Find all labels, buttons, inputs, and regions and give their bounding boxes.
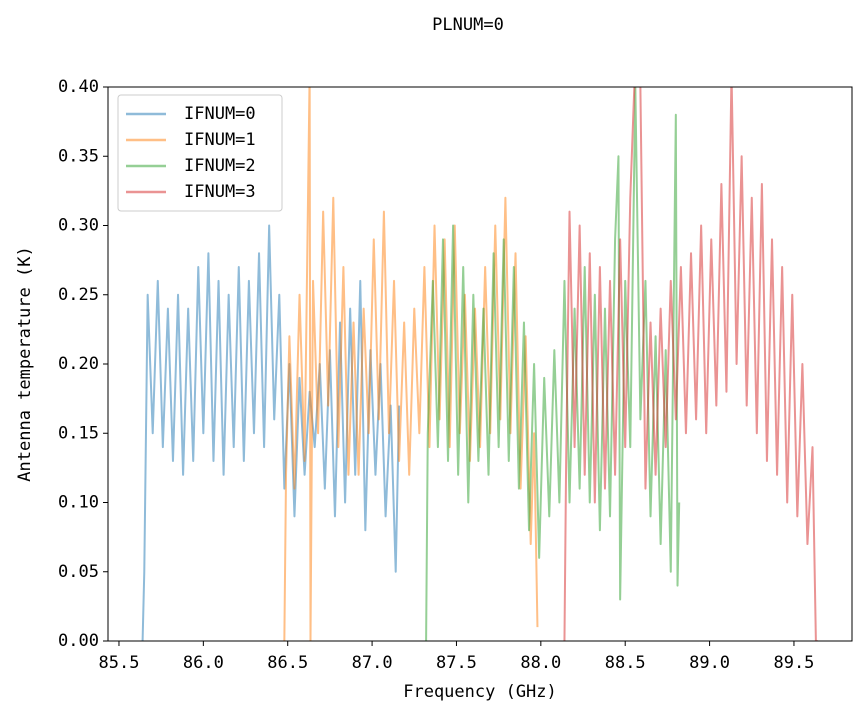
- y-tick-label: 0.40: [58, 77, 99, 97]
- y-axis-label: Antenna temperature (K): [15, 246, 35, 481]
- x-tick-label: 88.0: [520, 653, 561, 673]
- x-tick-label: 86.5: [267, 653, 308, 673]
- y-tick-label: 0.15: [58, 423, 99, 443]
- legend-label: IFNUM=0: [184, 104, 256, 124]
- y-tick-label: 0.25: [58, 285, 99, 305]
- series-line: [563, 87, 818, 641]
- series-line: [425, 87, 681, 641]
- plot-frame: [107, 86, 853, 642]
- series-line: [283, 87, 539, 641]
- y-tick-label: 0.00: [58, 631, 99, 651]
- x-tick-label: 87.5: [436, 653, 477, 673]
- x-axis-label: Frequency (GHz): [403, 682, 557, 702]
- x-tick-label: 89.0: [689, 653, 730, 673]
- legend-box: [117, 94, 283, 212]
- y-tick-label: 0.05: [58, 562, 99, 582]
- legend-label: IFNUM=1: [184, 130, 256, 150]
- x-tick-label: 85.5: [98, 653, 139, 673]
- x-tick-label: 88.5: [605, 653, 646, 673]
- x-tick-label: 87.0: [352, 653, 393, 673]
- y-tick-label: 0.30: [58, 216, 99, 236]
- y-tick-label: 0.20: [58, 354, 99, 374]
- chart-title: PLNUM=0: [432, 15, 504, 35]
- plot-area: [141, 87, 818, 641]
- y-tick-label: 0.10: [58, 493, 99, 513]
- y-tick-label: 0.35: [58, 146, 99, 166]
- x-tick-label: 86.0: [183, 653, 224, 673]
- x-tick-label: 89.5: [773, 653, 814, 673]
- legend-label: IFNUM=2: [184, 156, 256, 176]
- legend-label: IFNUM=3: [184, 182, 256, 202]
- legend: IFNUM=0 IFNUM=1 IFNUM=2 IFNUM=3: [117, 94, 283, 212]
